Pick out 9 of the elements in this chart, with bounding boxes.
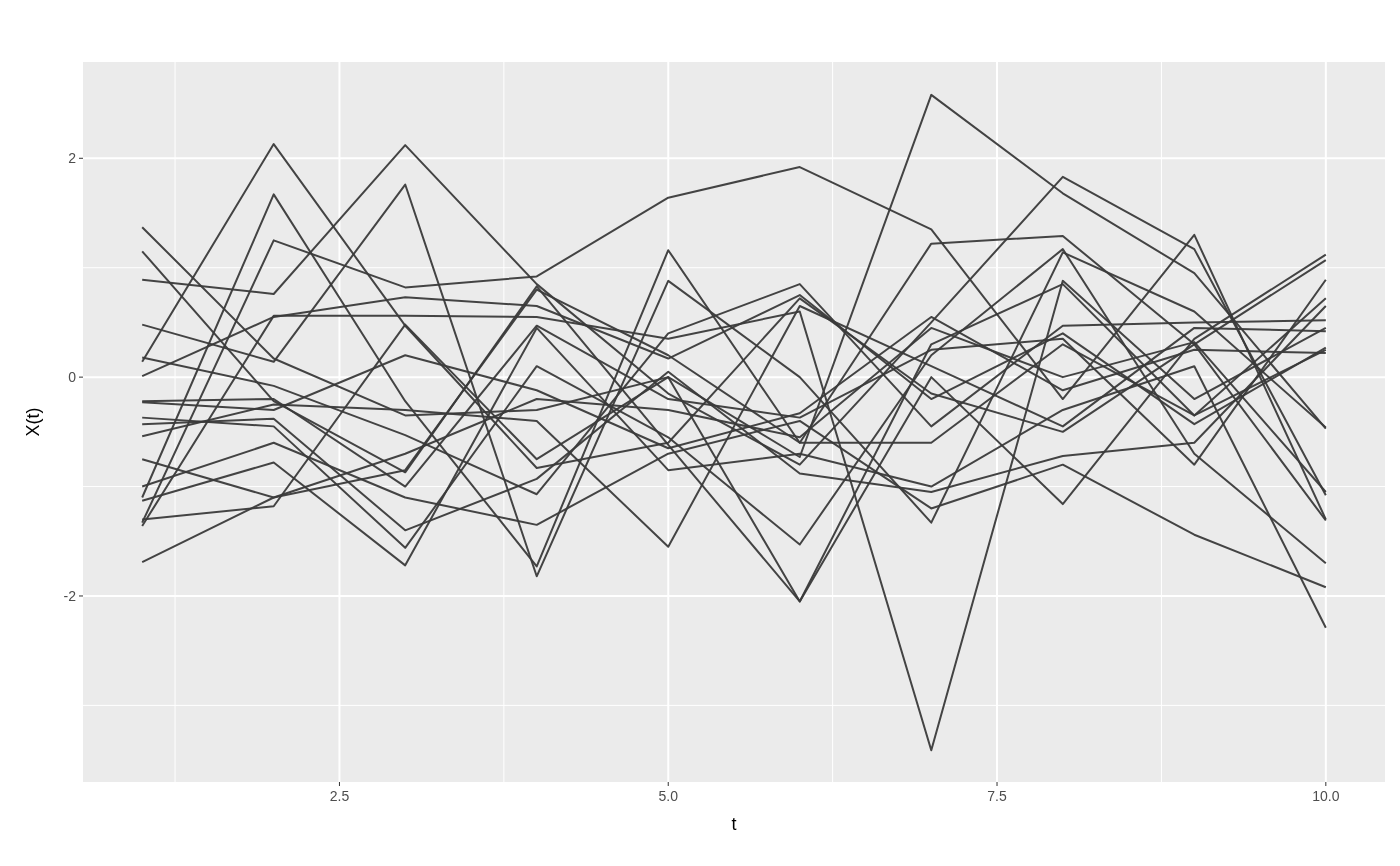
x-tick-label: 7.5 <box>987 788 1007 804</box>
y-tick-label: 2 <box>68 150 77 167</box>
x-tick-label: 2.5 <box>329 788 350 804</box>
x-axis-title: t <box>731 814 737 834</box>
y-tick-label: 0 <box>68 369 77 386</box>
x-tick-label: 10.0 <box>1312 788 1340 804</box>
y-tick-label: -2 <box>63 587 77 604</box>
x-tick-label: 5.0 <box>658 788 679 804</box>
y-axis-title: X(t) <box>23 407 43 437</box>
